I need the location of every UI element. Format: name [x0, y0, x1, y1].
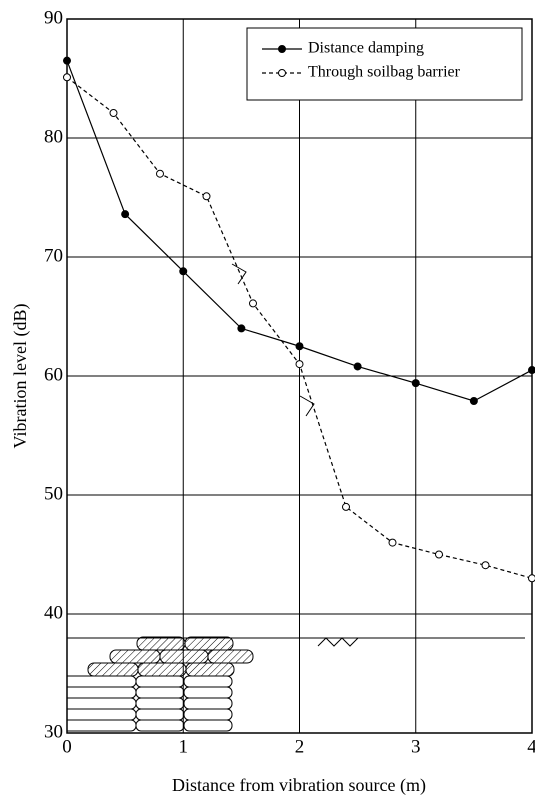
legend-marker	[279, 70, 286, 77]
data-point	[354, 363, 361, 370]
data-point	[64, 74, 71, 81]
data-point	[529, 575, 535, 582]
data-point	[296, 343, 303, 350]
y-tick-label: 50	[44, 483, 63, 504]
data-point	[110, 110, 117, 117]
data-point	[157, 170, 164, 177]
data-point	[180, 268, 187, 275]
data-point	[412, 380, 419, 387]
data-point	[470, 397, 477, 404]
y-tick-label: 70	[44, 245, 63, 266]
legend-marker	[279, 46, 286, 53]
x-tick-label: 3	[411, 736, 421, 757]
data-point	[482, 562, 489, 569]
chart: Distance from vibration source (m) Vibra…	[0, 0, 535, 802]
data-point	[343, 503, 350, 510]
x-axis-title: Distance from vibration source (m)	[172, 775, 426, 796]
data-point	[250, 300, 257, 307]
data-point	[64, 57, 71, 64]
legend-label: Through soilbag barrier	[308, 64, 461, 81]
data-point	[529, 367, 535, 374]
x-tick-label: 0	[62, 736, 72, 757]
y-tick-label: 80	[44, 126, 63, 147]
data-point	[238, 325, 245, 332]
page: {"chart_data": {"type": "line", "x_label…	[0, 0, 535, 802]
x-tick-label: 2	[295, 736, 305, 757]
data-point	[203, 193, 210, 200]
ground-hatch	[318, 638, 358, 646]
y-tick-label: 90	[44, 7, 63, 28]
x-tick-label: 4	[527, 736, 535, 757]
y-tick-label: 30	[44, 721, 63, 742]
soilbag-illustration	[60, 264, 525, 731]
soilbag-top	[88, 637, 253, 676]
y-axis-title: Vibration level (dB)	[10, 304, 31, 449]
y-tick-label: 60	[44, 364, 63, 385]
data-point	[436, 551, 443, 558]
soilbag-stack	[60, 676, 232, 731]
data-point	[122, 211, 129, 218]
data-point	[296, 361, 303, 368]
legend-label: Distance damping	[308, 40, 424, 57]
data-point	[389, 539, 396, 546]
barrier-marks	[232, 264, 314, 416]
x-tick-label: 1	[179, 736, 189, 757]
y-tick-label: 40	[44, 602, 63, 623]
